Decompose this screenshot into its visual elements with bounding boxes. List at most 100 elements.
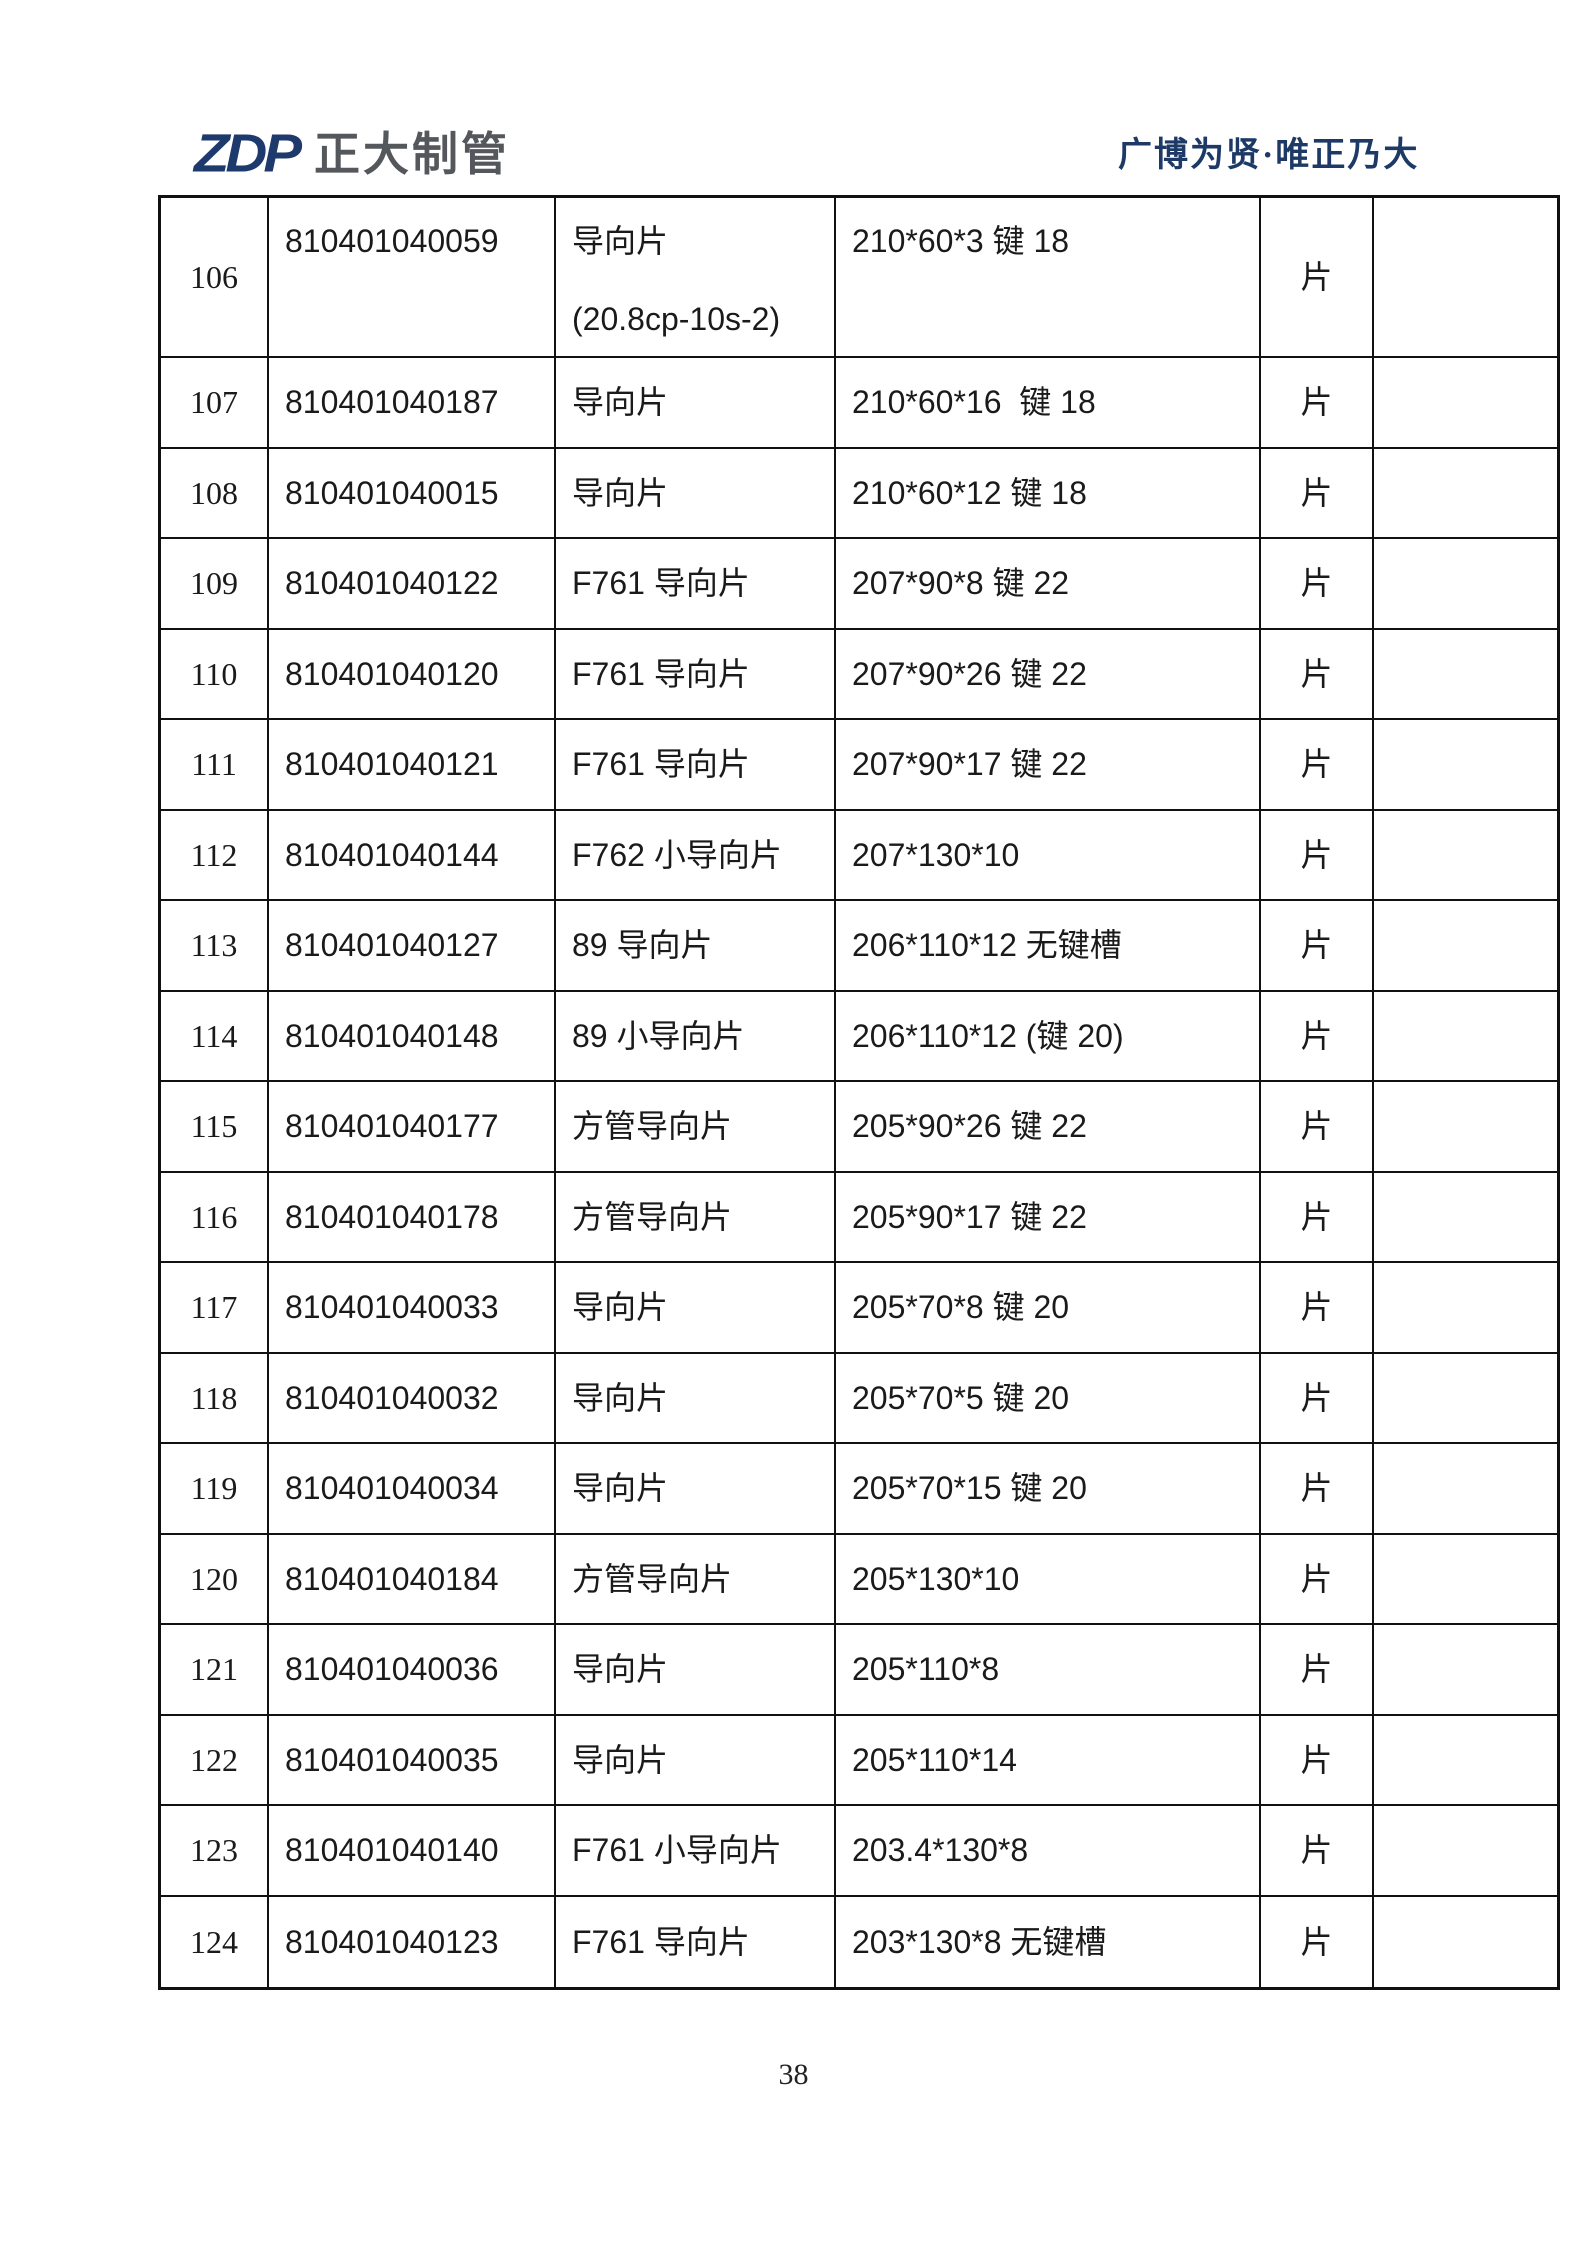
product-spec: 207*130*10 [836, 810, 1261, 899]
product-unit: 片 [1261, 991, 1374, 1080]
product-code: 810401040032 [269, 1353, 556, 1442]
product-code: 810401040187 [269, 358, 556, 447]
product-name: 方管导向片 [556, 1172, 836, 1261]
product-name: 导向片 [556, 448, 836, 537]
product-spec: 207*90*17 键 22 [836, 720, 1261, 809]
product-code: 810401040035 [269, 1715, 556, 1804]
table-row: 110 810401040120 F761 导向片 207*90*26 键 22… [161, 629, 1557, 720]
table-row: 123 810401040140 F761 小导向片 203.4*130*8 片 [161, 1806, 1557, 1897]
empty-cell [1374, 720, 1557, 809]
empty-cell [1374, 539, 1557, 628]
product-name: 89 小导向片 [556, 991, 836, 1080]
table-row: 115 810401040177 方管导向片 205*90*26 键 22 片 [161, 1082, 1557, 1173]
row-number: 118 [161, 1353, 269, 1442]
product-name-line1: 方管导向片 [572, 1560, 733, 1597]
product-spec: 210*60*3 键 18 [836, 198, 1261, 356]
product-unit: 片 [1261, 358, 1374, 447]
row-number: 109 [161, 539, 269, 628]
product-spec: 203.4*130*8 [836, 1806, 1261, 1895]
table-row: 124 810401040123 F761 导向片 203*130*8 无键槽 … [161, 1896, 1557, 1988]
product-code: 810401040178 [269, 1172, 556, 1261]
table-row: 117 810401040033 导向片 205*70*8 键 20 片 [161, 1263, 1557, 1354]
product-unit: 片 [1261, 1353, 1374, 1442]
product-unit: 片 [1261, 1806, 1374, 1895]
row-number: 119 [161, 1444, 269, 1533]
empty-cell [1374, 811, 1557, 900]
row-number: 117 [161, 1263, 269, 1352]
company-slogan: 广博为贤·唯正乃大 [1118, 137, 1420, 174]
product-unit: 片 [1261, 1082, 1374, 1171]
row-number: 115 [161, 1082, 269, 1171]
empty-cell [1374, 1173, 1557, 1262]
product-name-line1: 方管导向片 [572, 1198, 733, 1235]
product-name-line1: 导向片 [572, 1379, 669, 1416]
product-unit: 片 [1261, 1715, 1374, 1804]
row-number: 111 [161, 720, 269, 809]
product-code: 810401040148 [269, 991, 556, 1080]
empty-cell [1374, 358, 1557, 447]
table-row: 116 810401040178 方管导向片 205*90*17 键 22 片 [161, 1172, 1557, 1263]
table-row: 122 810401040035 导向片 205*110*14 片 [161, 1715, 1557, 1806]
row-number: 120 [161, 1534, 269, 1623]
empty-cell [1374, 449, 1557, 538]
empty-cell [1374, 630, 1557, 719]
product-name: 导向片 [556, 358, 836, 447]
product-unit: 片 [1261, 1625, 1374, 1714]
product-name-line1: 导向片 [572, 474, 669, 511]
table-row: 120 810401040184 方管导向片 205*130*10 片 [161, 1534, 1557, 1625]
product-code: 810401040144 [269, 810, 556, 899]
product-name-line1: 导向片 [572, 384, 669, 421]
company-name: 正大制管 [314, 128, 510, 180]
empty-cell [1374, 1806, 1557, 1895]
product-spec: 205*110*14 [836, 1715, 1261, 1804]
product-code: 810401040127 [269, 901, 556, 990]
product-unit: 片 [1261, 539, 1374, 628]
product-code: 810401040120 [269, 629, 556, 718]
product-spec: 203*130*8 无键槽 [836, 1896, 1261, 1987]
product-name-line1: 导向片 [572, 1741, 669, 1778]
product-code: 810401040121 [269, 720, 556, 809]
table-row: 114 810401040148 89 小导向片 206*110*12 (键 2… [161, 991, 1557, 1082]
empty-cell [1374, 1354, 1557, 1443]
product-name-line2: (20.8cp-10s-2) [572, 301, 781, 337]
product-code: 810401040177 [269, 1082, 556, 1171]
empty-cell [1374, 1535, 1557, 1624]
product-unit: 片 [1261, 1263, 1374, 1352]
table-row: 111 810401040121 F761 导向片 207*90*17 键 22… [161, 720, 1557, 811]
product-name: 导向片 [556, 1353, 836, 1442]
page-number: 38 [778, 2058, 809, 2091]
product-name: F761 导向片 [556, 629, 836, 718]
empty-cell [1374, 198, 1557, 356]
product-name: 导向片 [556, 1263, 836, 1352]
product-unit: 片 [1261, 198, 1374, 356]
product-unit: 片 [1261, 448, 1374, 537]
empty-cell [1374, 1716, 1557, 1805]
empty-cell [1374, 1625, 1557, 1714]
product-name: 导向片 [556, 1715, 836, 1804]
product-name-line1: 导向片 [572, 1470, 669, 1507]
row-number: 113 [161, 901, 269, 990]
product-name-line1: 导向片 [572, 1289, 669, 1326]
row-number: 110 [161, 629, 269, 718]
product-spec: 205*70*5 键 20 [836, 1353, 1261, 1442]
table-row: 118 810401040032 导向片 205*70*5 键 20 片 [161, 1353, 1557, 1444]
product-unit: 片 [1261, 720, 1374, 809]
product-spec: 205*70*15 键 20 [836, 1444, 1261, 1533]
empty-cell [1374, 1082, 1557, 1171]
product-code: 810401040033 [269, 1263, 556, 1352]
product-name-line1: 导向片 [572, 1651, 669, 1688]
product-code: 810401040015 [269, 448, 556, 537]
product-name: 89 导向片 [556, 901, 836, 990]
product-spec: 205*70*8 键 20 [836, 1263, 1261, 1352]
product-name-line1: 89 小导向片 [572, 1017, 745, 1054]
empty-cell [1374, 901, 1557, 990]
product-name: F761 小导向片 [556, 1806, 836, 1895]
empty-cell [1374, 1897, 1557, 1988]
product-spec: 207*90*8 键 22 [836, 539, 1261, 628]
product-spec: 206*110*12 无键槽 [836, 901, 1261, 990]
row-number: 122 [161, 1715, 269, 1804]
table-row: 113 810401040127 89 导向片 206*110*12 无键槽 片 [161, 901, 1557, 992]
row-number: 124 [161, 1896, 269, 1987]
table-row: 107 810401040187 导向片 210*60*16 键 18 片 [161, 358, 1557, 449]
